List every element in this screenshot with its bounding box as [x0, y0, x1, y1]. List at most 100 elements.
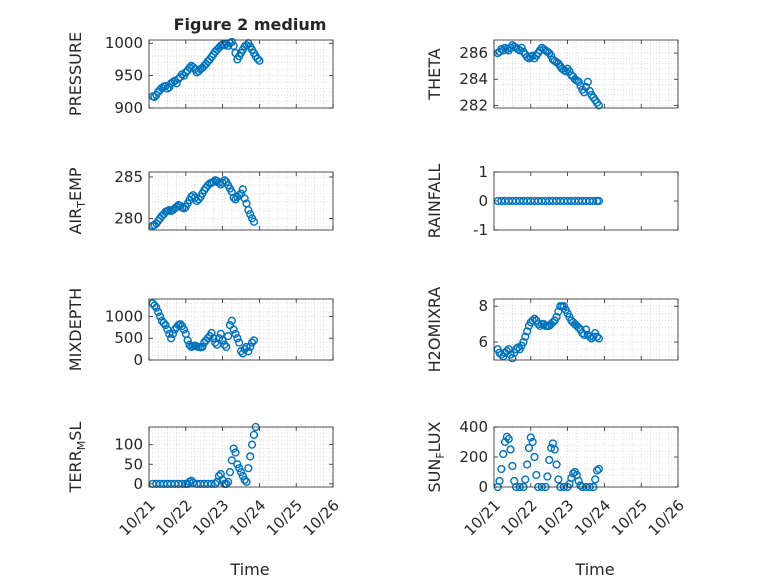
- grid-lines: [493, 298, 679, 360]
- data-point: [183, 336, 192, 345]
- data-point: [231, 448, 240, 457]
- data-point: [179, 325, 189, 334]
- data-point: [249, 430, 258, 439]
- axes-box: [148, 298, 334, 361]
- data-point: [521, 332, 530, 341]
- x-tick-label: 10/23: [189, 496, 232, 539]
- data-point: [581, 325, 591, 334]
- y-tick-label: 284: [459, 70, 488, 88]
- data-point: [168, 329, 178, 338]
- figure-title: Figure 2 medium: [174, 15, 327, 34]
- data-point: [246, 210, 255, 219]
- data-point: [249, 217, 258, 226]
- data-point: [240, 194, 249, 203]
- y-tick-label: 1000: [105, 307, 143, 325]
- y-tick-label: 8: [478, 297, 488, 315]
- axes-box: [493, 298, 679, 361]
- data-point: [249, 336, 258, 345]
- data-point: [253, 54, 262, 63]
- data-point: [233, 334, 242, 343]
- data-point: [523, 327, 532, 336]
- data-point: [530, 314, 539, 323]
- y-tick-label: 280: [114, 209, 143, 227]
- y-tick-label: 1: [478, 163, 488, 181]
- data-point: [534, 320, 543, 329]
- data-point: [209, 177, 218, 187]
- data-point: [235, 464, 244, 473]
- x-tick-label: 10/25: [608, 496, 651, 539]
- data-point: [530, 452, 539, 462]
- data-point: [569, 469, 578, 478]
- data-point: [524, 443, 534, 453]
- data-point: [495, 476, 504, 486]
- x-tick-label: 10/24: [571, 496, 614, 539]
- y-tick-label: 950: [114, 67, 143, 85]
- data-point: [172, 79, 181, 88]
- panel-mixdepth: 0 500 1000 MIXDEPTH: [66, 288, 334, 371]
- data-point: [172, 202, 181, 211]
- data-point: [242, 342, 251, 352]
- y-tick-label: 900: [114, 99, 143, 117]
- data-point: [244, 464, 253, 473]
- data-point: [576, 81, 585, 90]
- axes-box: [148, 39, 334, 109]
- y-tick-label: 282: [459, 96, 488, 114]
- panel-sun-flux: 0 200 400 SUNFLUX 10/2110/2210/2310/2410/251…: [425, 418, 688, 539]
- data-point: [508, 354, 517, 363]
- data-point: [150, 301, 159, 310]
- data-point: [506, 445, 515, 454]
- y-tick-label: 0: [478, 478, 488, 496]
- y-axis-label: RAINFALL: [425, 164, 444, 239]
- y-tick-label: 6: [478, 333, 488, 351]
- data-point: [580, 330, 589, 339]
- data-point: [545, 455, 554, 465]
- y-tick-label: 50: [124, 455, 143, 473]
- x-tick-label: 10/21: [116, 496, 159, 539]
- data-point: [526, 433, 535, 442]
- y-tick-label: 0: [133, 475, 143, 493]
- xlabel-right: Time: [574, 560, 614, 579]
- xlabel-left: Time: [229, 560, 269, 579]
- data-point: [592, 466, 602, 475]
- data-point: [240, 475, 249, 485]
- data-point: [521, 475, 530, 484]
- data-point: [591, 475, 600, 484]
- data-point: [523, 52, 532, 62]
- y-tick-label: 100: [114, 436, 143, 454]
- x-tick-label: 10/23: [534, 496, 577, 539]
- plot-area: [149, 172, 333, 230]
- y-tick-label: 200: [459, 448, 488, 466]
- data-point: [225, 467, 235, 477]
- data-point: [580, 88, 589, 97]
- y-axis-label: H2OMIXRA: [425, 287, 444, 373]
- data-point: [572, 76, 581, 85]
- panel-h2omixra: 6 8 H2OMIXRA: [425, 287, 679, 373]
- panel-pressure: 900 950 1000 PRESSURE: [66, 32, 334, 117]
- data-point: [532, 470, 541, 480]
- data-point: [502, 432, 511, 441]
- data-point: [546, 51, 556, 60]
- data-point: [511, 345, 521, 354]
- y-axis-label: THETA: [425, 48, 444, 100]
- data-point: [176, 320, 185, 329]
- data-point: [161, 321, 170, 330]
- data-point: [592, 332, 602, 341]
- data-point: [574, 77, 583, 86]
- data-point: [229, 41, 238, 50]
- data-series: [148, 299, 258, 358]
- y-tick-label: -1: [473, 221, 488, 239]
- data-point: [554, 475, 563, 484]
- axes-box: [148, 426, 334, 488]
- data-point: [519, 337, 528, 347]
- data-point: [246, 342, 255, 352]
- data-point: [227, 456, 236, 465]
- data-point: [576, 481, 585, 490]
- x-tick-label: 10/21: [461, 496, 504, 539]
- data-point: [508, 461, 517, 471]
- data-point: [255, 56, 264, 65]
- data-point: [574, 323, 583, 332]
- data-point: [231, 329, 240, 338]
- data-point: [523, 460, 532, 469]
